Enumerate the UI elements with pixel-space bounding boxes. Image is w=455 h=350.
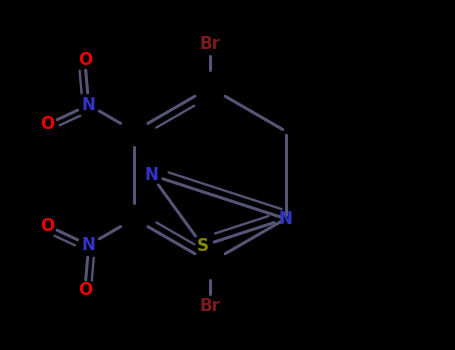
Text: O: O bbox=[40, 217, 55, 235]
Text: O: O bbox=[78, 281, 92, 299]
Text: N: N bbox=[82, 236, 96, 254]
Text: S: S bbox=[197, 237, 208, 255]
Text: Br: Br bbox=[200, 297, 220, 315]
Text: N: N bbox=[82, 96, 96, 114]
Text: Br: Br bbox=[200, 35, 220, 53]
Text: O: O bbox=[78, 51, 92, 69]
Text: N: N bbox=[279, 210, 293, 228]
Text: O: O bbox=[40, 115, 55, 133]
Text: N: N bbox=[144, 166, 158, 184]
